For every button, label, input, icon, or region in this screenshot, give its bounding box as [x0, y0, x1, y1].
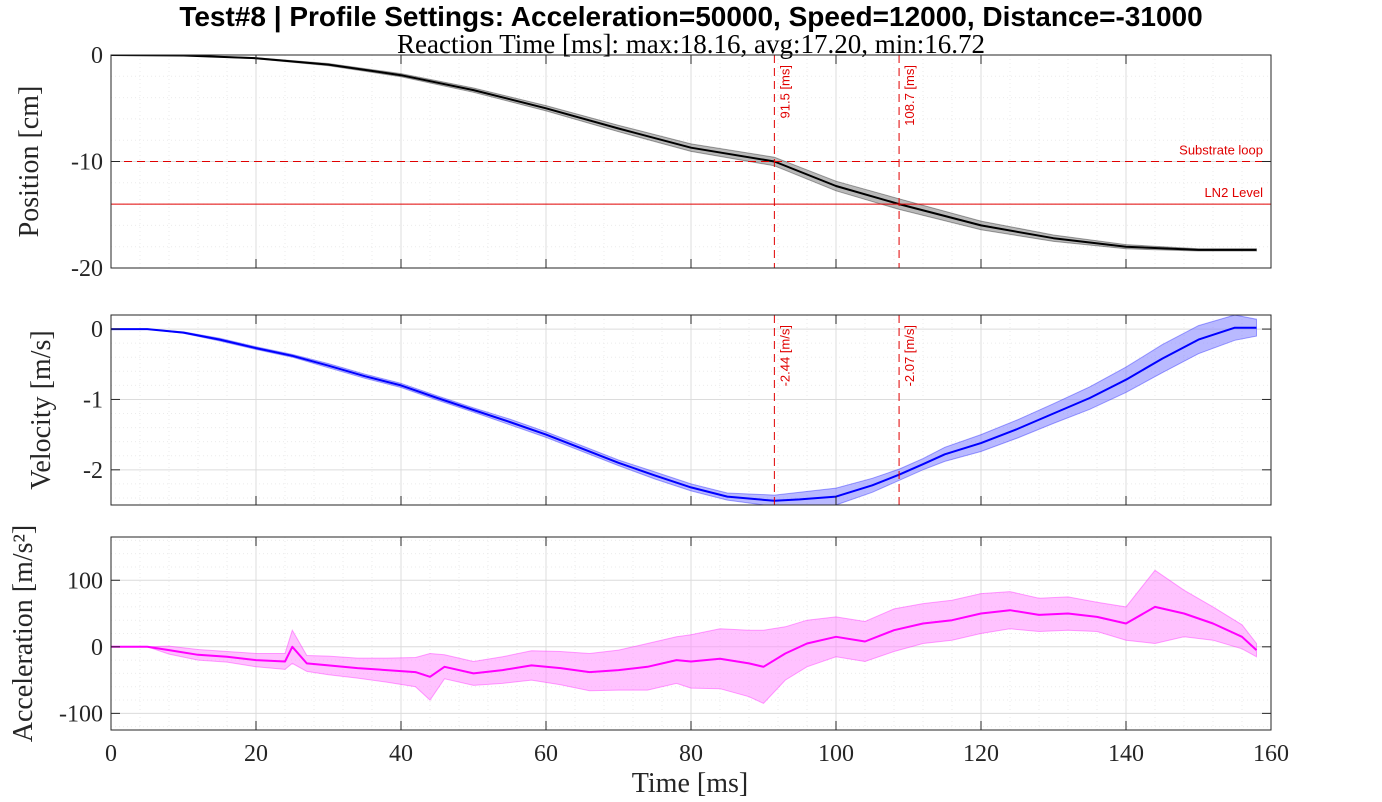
y-tick-label: -100 [59, 701, 103, 727]
y-tick-label: -10 [71, 150, 103, 176]
reference-line-label: Substrate loop [1179, 143, 1263, 158]
position-panel-series-line [111, 55, 1257, 251]
grid [110, 537, 1272, 730]
reference-line-label: LN2 Level [1204, 185, 1263, 200]
x-tick-label: 20 [244, 741, 268, 767]
y-tick-label: 0 [91, 317, 103, 343]
y-tick-label: 0 [91, 43, 103, 69]
grid [110, 314, 1272, 505]
y-tick-label: -1 [83, 387, 103, 413]
y-tick-label: -20 [71, 256, 103, 282]
velocity-panel-series-line [111, 326, 1257, 502]
acceleration-panel: 0 20 40 60 80 100 120 140 160-1000100Acceleratio… [8, 525, 1289, 767]
marker-label: -2.07 [m/s] [902, 325, 917, 386]
position-panel-band [111, 55, 1257, 252]
x-tick-label: 40 [389, 741, 413, 767]
y-axis-label: Acceleration [m/s²] [8, 525, 39, 743]
x-axis-label: Time [ms] [632, 768, 748, 799]
x-tick-label: 160 [1253, 741, 1289, 767]
figure-title: Test#8 | Profile Settings: Acceleration=… [179, 1, 1202, 32]
y-tick-label: 100 [67, 568, 103, 594]
y-tick-label: 0 [91, 635, 103, 661]
velocity-panel: -2.44 [m/s] -2.07 [m/s] -2 -1 0 Velocity [m/s… [26, 314, 1272, 506]
x-tick-label: 60 [534, 741, 558, 767]
y-axis-label: Velocity [m/s] [26, 330, 57, 489]
figure-subtitle: Reaction Time [ms]: max:18.16, avg:17.20… [397, 29, 985, 59]
marker-label: 91.5 [ms] [777, 65, 792, 118]
marker-label: -2.44 [m/s] [777, 325, 792, 386]
velocity-panel-band [111, 315, 1257, 505]
y-axis-label: Position [cm] [14, 86, 45, 238]
position-panel: Substrate loop LN2 Level 91.5 [ms] 108.7 [m… [14, 43, 1272, 282]
acceleration-panel-series-line [111, 605, 1258, 678]
y-tick-label: -2 [83, 458, 103, 484]
acceleration-panel-band [111, 569, 1257, 705]
x-tick-label: 100 [818, 741, 854, 767]
marker-label: 108.7 [ms] [902, 65, 917, 126]
x-tick-label: 140 [1108, 741, 1144, 767]
x-tick-label: 0 [105, 741, 117, 767]
x-tick-label: 120 [963, 741, 999, 767]
x-tick-label: 80 [679, 741, 703, 767]
